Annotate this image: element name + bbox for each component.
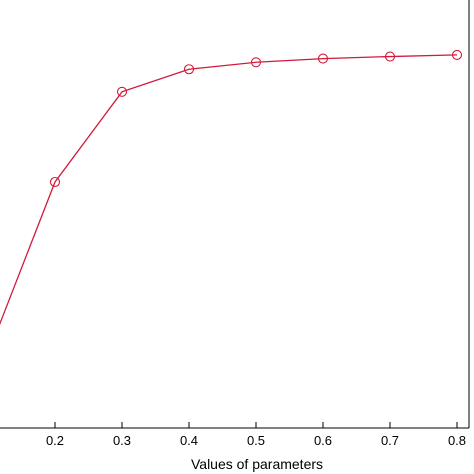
x-tick-label: 0.8 <box>448 433 466 448</box>
plot-area <box>0 0 469 428</box>
data-point-marker <box>116 86 128 97</box>
series-line <box>0 54 458 326</box>
x-tick-label: 0.3 <box>113 433 131 448</box>
x-tick-label: 0.7 <box>381 433 399 448</box>
data-point-marker <box>317 53 329 64</box>
data-point-marker <box>250 57 262 68</box>
x-axis-title: Values of parameters <box>191 456 323 472</box>
data-point-marker <box>451 49 463 60</box>
x-tick-label: 0.2 <box>46 433 64 448</box>
x-tick-label: 0.4 <box>180 433 198 448</box>
x-axis-ticks: 0.2 0.3 0.4 0.5 0.6 0.7 0.8 <box>46 422 466 448</box>
x-tick-label: 0.5 <box>247 433 265 448</box>
data-point-marker <box>49 176 61 188</box>
data-point-marker <box>183 64 195 75</box>
data-point-marker <box>384 51 396 62</box>
series-layer <box>0 49 463 326</box>
x-tick-label: 0.6 <box>314 433 332 448</box>
